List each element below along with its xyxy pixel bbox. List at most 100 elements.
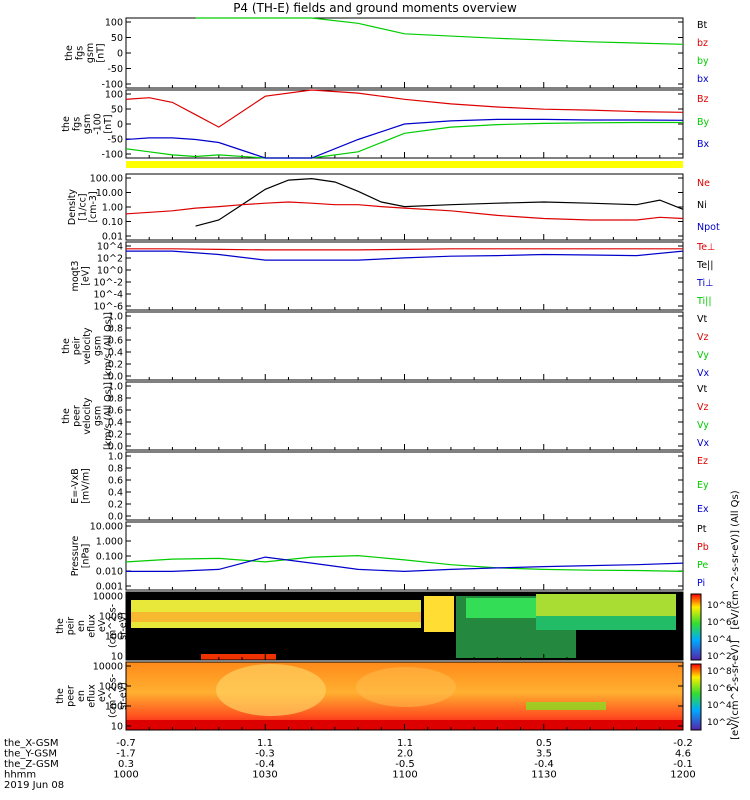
y-axis-label: moqt3 [70,261,81,292]
axis-row-value: 1.1 [397,738,413,749]
axis-row-value: -0.4 [534,759,554,770]
colorbar-tick: 10^2 [707,718,732,728]
y-axis-label: peir [66,617,77,636]
plot-title: P4 (TH-E) fields and ground moments over… [233,1,517,15]
y-axis-label: sr-eV) [118,682,129,710]
colorbar-tick: 10^2 [707,652,732,662]
legend-Ne: Ne [697,178,710,189]
y-axis-label: the [55,688,66,704]
y-tick-label: 10.000 [90,522,123,533]
spectrogram-band [536,594,676,616]
axis-row-value: 4.6 [675,749,691,760]
y-axis-label: [nPa] [81,544,92,569]
axis-row-value: 0.3 [118,759,134,770]
y-tick-label: 10000 [93,592,123,603]
y-tick-label: 10.00 [96,188,123,199]
y-tick-label: 0.0 [108,372,123,383]
y-tick-label: 1.0 [108,382,123,393]
y-axis-label: velocity [82,397,93,435]
y-axis-label: Pressure [70,536,81,577]
axis-row-value: -0.1 [673,759,693,770]
y-tick-label: 100 [105,632,123,643]
y-tick-label: 0.4 [108,348,123,359]
y-tick-label: 10000 [93,662,123,673]
legend-Bt: Bt [697,20,708,31]
legend-Vz: Vz [697,402,709,413]
axis-row-value: 1030 [252,770,277,781]
legend-Bz: Bz [697,94,709,105]
axis-row-label: the_X-GSM [4,738,58,749]
legend-Te⊥: Te⊥ [696,242,715,253]
legend-Ex: Ex [697,504,709,515]
y-axis-label: gsm [93,406,104,426]
y-axis-label: gsm [93,336,104,356]
y-tick-label: 1.000 [96,537,123,548]
axis-row-value: 1200 [670,770,695,781]
panel-frame [125,381,684,451]
series-line-by [195,17,684,45]
y-axis-label: en [76,620,87,632]
colorbar-tick: 10^8 [707,667,732,677]
y-axis-label: eV [97,689,108,702]
axis-row-value: -1.7 [116,749,136,760]
y-axis-label: [km/s (All Qs)] [103,312,114,380]
y-tick-label: 0.10 [102,217,123,228]
spectrogram-band [424,596,454,632]
y-axis-label: (cm^2-s- [108,604,119,648]
axis-row-value: -0.3 [255,749,275,760]
panel-frame [125,17,684,89]
legend-Pb: Pb [697,542,709,553]
axis-row-value: 0.5 [536,738,552,749]
y-axis-label: velocity [82,327,93,365]
y-tick-label: -50 [107,135,123,146]
series-line-Ni [195,177,684,227]
spectrogram-band [536,616,676,630]
series-line-Te⊥ [126,248,683,251]
panel-frame [125,241,684,311]
axis-row-value: -0.5 [395,759,415,770]
y-axis-label: the [61,408,72,424]
y-tick-label: 1000 [99,682,123,693]
axis-row-value: -0.2 [673,738,693,749]
legend-by: by [697,56,709,67]
y-tick-label: 1000 [99,612,123,623]
y-tick-label: 10^2 [97,254,123,265]
legend-Npot: Npot [697,222,720,233]
y-axis-label: sr-eV) [118,612,129,640]
y-tick-label: 100 [105,18,123,29]
axis-row-value: -0.4 [255,759,275,770]
panel-frame [125,521,684,591]
y-axis-label: -100 [93,113,104,135]
axis-row-label: hhmm [4,770,36,781]
legend-Ey: Ey [697,480,709,491]
y-tick-label: -100 [101,150,123,161]
y-tick-label: 0.2 [108,430,123,441]
y-axis-label: Density [67,189,78,225]
y-axis-label: [1/cc] [78,193,89,220]
y-tick-label: 10 [111,652,123,663]
colorbar-tick: 10^4 [707,635,732,645]
spectrogram-band [201,654,276,660]
axis-row-value: 3.5 [536,749,552,760]
y-tick-label: 0.100 [96,552,123,563]
y-tick-label: 0.8 [108,464,123,475]
y-tick-label: 10^-4 [93,290,123,301]
spectrogram-band [216,664,326,716]
y-tick-label: 0.8 [108,394,123,405]
series-line-Ti⊥ [126,250,684,261]
y-axis-label: [eV] [81,266,92,286]
y-tick-label: 0.6 [108,336,123,347]
y-axis-label: gsm [82,114,93,134]
legend-Ti||: Ti|| [696,296,712,307]
legend-Te||: Te|| [696,260,713,271]
y-axis-label: [nT] [96,43,107,62]
y-axis-label: fgs [75,46,86,60]
y-axis-label: [cm-3] [88,191,99,222]
legend-By: By [697,117,710,128]
y-tick-label: 0 [117,120,123,131]
legend-Bx: Bx [697,139,710,150]
y-tick-label: 10^4 [97,242,123,253]
axis-row-value: 1.1 [257,738,273,749]
y-tick-label: 1.0 [108,452,123,463]
y-axis-label: gsm [85,43,96,63]
